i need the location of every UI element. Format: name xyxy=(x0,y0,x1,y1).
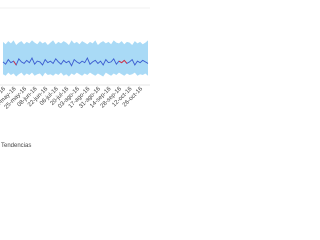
chart-title: Tendencias xyxy=(1,143,31,149)
series-line xyxy=(13,59,128,66)
range-band xyxy=(3,40,148,77)
chart: Tendencias 27-abr-1611-may-1625-may-1608… xyxy=(0,7,150,149)
